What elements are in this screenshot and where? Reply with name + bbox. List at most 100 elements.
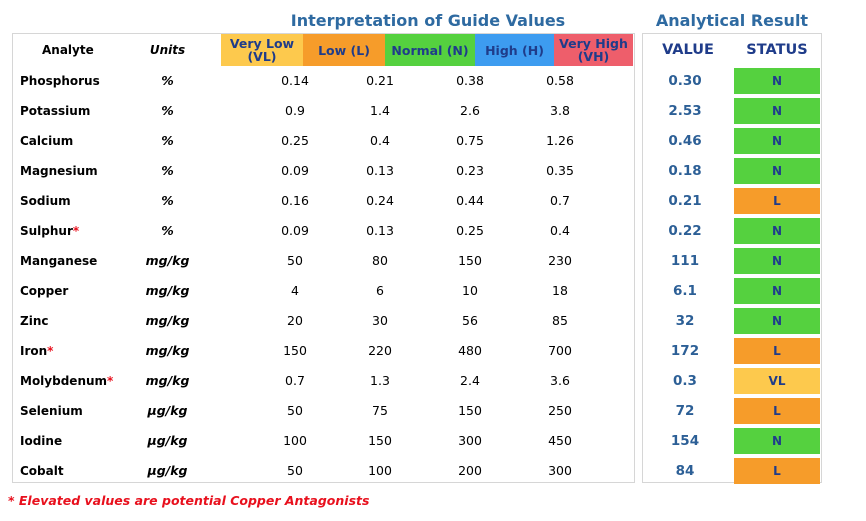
status-badge: L	[734, 188, 820, 214]
units-cell: mg/kg	[145, 343, 190, 358]
low-threshold: 0.13	[366, 163, 394, 178]
status-cell: N	[734, 306, 820, 336]
header-very-high-line2: (VH)	[577, 49, 610, 64]
status-badge: N	[734, 68, 820, 94]
low-threshold: 100	[368, 463, 392, 478]
antagonist-flag: *	[72, 224, 80, 238]
status-badge: N	[734, 98, 820, 124]
header-very-low: Very Low (VL)	[221, 34, 303, 66]
header-very-high: Very High (VH)	[554, 34, 633, 66]
low-threshold: 30	[372, 313, 388, 328]
units-cell: mg/kg	[145, 313, 190, 328]
low-threshold: 220	[368, 343, 392, 358]
analyte-name: Molybdenum*	[20, 366, 113, 396]
status-badge: N	[734, 428, 820, 454]
result-value: 6.1	[673, 283, 697, 299]
status-cell: N	[734, 426, 820, 456]
status-badge: L	[734, 338, 820, 364]
units-cell: %	[161, 133, 174, 148]
units-cell: µg/kg	[147, 463, 188, 478]
result-value: 0.21	[668, 193, 702, 209]
units-cell: %	[161, 163, 174, 178]
normal-threshold: 0.25	[456, 223, 484, 238]
low-threshold: 80	[372, 253, 388, 268]
units-cell: µg/kg	[147, 403, 188, 418]
normal-threshold: 0.23	[456, 163, 484, 178]
normal-threshold: 2.4	[460, 373, 480, 388]
analyte-name: Manganese	[20, 246, 97, 276]
status-badge: N	[734, 308, 820, 334]
units-cell: mg/kg	[145, 253, 190, 268]
status-cell: N	[734, 246, 820, 276]
analyte-name: Potassium	[20, 96, 90, 126]
table-row: Magnesium% 0.09 0.13 0.23 0.35 0.18 N	[0, 156, 866, 186]
low-threshold: 0.21	[366, 73, 394, 88]
normal-threshold: 10	[462, 283, 478, 298]
analytical-result-panel	[642, 33, 822, 483]
normal-threshold: 480	[458, 343, 482, 358]
table-row: Iodine µg/kg 100 150 300 450 154 N	[0, 426, 866, 456]
result-value: 0.18	[668, 163, 702, 179]
very-low-threshold: 0.09	[281, 223, 309, 238]
high-threshold: 700	[548, 343, 572, 358]
units-cell: mg/kg	[145, 373, 190, 388]
analyte-label: Selenium	[20, 404, 83, 418]
analyte-name: Cobalt	[20, 456, 64, 486]
status-cell: N	[734, 126, 820, 156]
low-threshold: 1.3	[370, 373, 390, 388]
status-badge: N	[734, 158, 820, 184]
guide-values-panel	[12, 33, 635, 483]
result-value: 2.53	[668, 103, 702, 119]
high-threshold: 18	[552, 283, 568, 298]
low-threshold: 0.4	[370, 133, 390, 148]
status-badge: N	[734, 128, 820, 154]
status-cell: N	[734, 216, 820, 246]
units-cell: %	[161, 193, 174, 208]
header-very-low-line1: Very Low	[229, 36, 295, 51]
status-cell: N	[734, 66, 820, 96]
very-low-threshold: 0.14	[281, 73, 309, 88]
status-badge: N	[734, 248, 820, 274]
table-row: Zinc mg/kg 20 30 56 85 32 N	[0, 306, 866, 336]
very-low-threshold: 100	[283, 433, 307, 448]
analyte-label: Manganese	[20, 254, 98, 268]
very-low-threshold: 20	[287, 313, 303, 328]
analyte-label: Iodine	[20, 434, 63, 448]
status-cell: L	[734, 186, 820, 216]
very-low-threshold: 0.9	[285, 103, 305, 118]
units-cell: %	[161, 103, 174, 118]
high-threshold: 3.8	[550, 103, 570, 118]
header-analyte: Analyte	[42, 42, 94, 57]
high-threshold: 250	[548, 403, 572, 418]
low-threshold: 0.13	[366, 223, 394, 238]
high-threshold: 0.7	[550, 193, 570, 208]
guide-values-title: Interpretation of Guide Values	[290, 11, 566, 30]
analyte-label: Sulphur	[20, 224, 73, 238]
very-low-threshold: 0.09	[281, 163, 309, 178]
very-low-threshold: 50	[287, 463, 303, 478]
table-row: Sulphur*% 0.09 0.13 0.25 0.4 0.22 N	[0, 216, 866, 246]
low-threshold: 75	[372, 403, 388, 418]
normal-threshold: 0.44	[456, 193, 484, 208]
analyte-label: Phosphorus	[20, 74, 100, 88]
normal-threshold: 0.38	[456, 73, 484, 88]
analyte-label: Sodium	[20, 194, 71, 208]
analyte-label: Copper	[20, 284, 69, 298]
analyte-name: Phosphorus	[20, 66, 100, 96]
header-normal: Normal (N)	[385, 34, 475, 66]
result-value: 0.3	[673, 373, 697, 389]
status-badge: L	[734, 398, 820, 424]
normal-threshold: 200	[458, 463, 482, 478]
result-value: 111	[670, 253, 700, 269]
status-cell: L	[734, 396, 820, 426]
analyte-name: Magnesium	[20, 156, 98, 186]
very-low-threshold: 0.25	[281, 133, 309, 148]
low-threshold: 1.4	[370, 103, 390, 118]
low-threshold: 6	[376, 283, 384, 298]
result-value: 72	[675, 403, 695, 419]
result-value: 32	[675, 313, 695, 329]
status-badge: VL	[734, 368, 820, 394]
units-cell: mg/kg	[145, 283, 190, 298]
result-value: 0.22	[668, 223, 702, 239]
normal-threshold: 56	[462, 313, 478, 328]
